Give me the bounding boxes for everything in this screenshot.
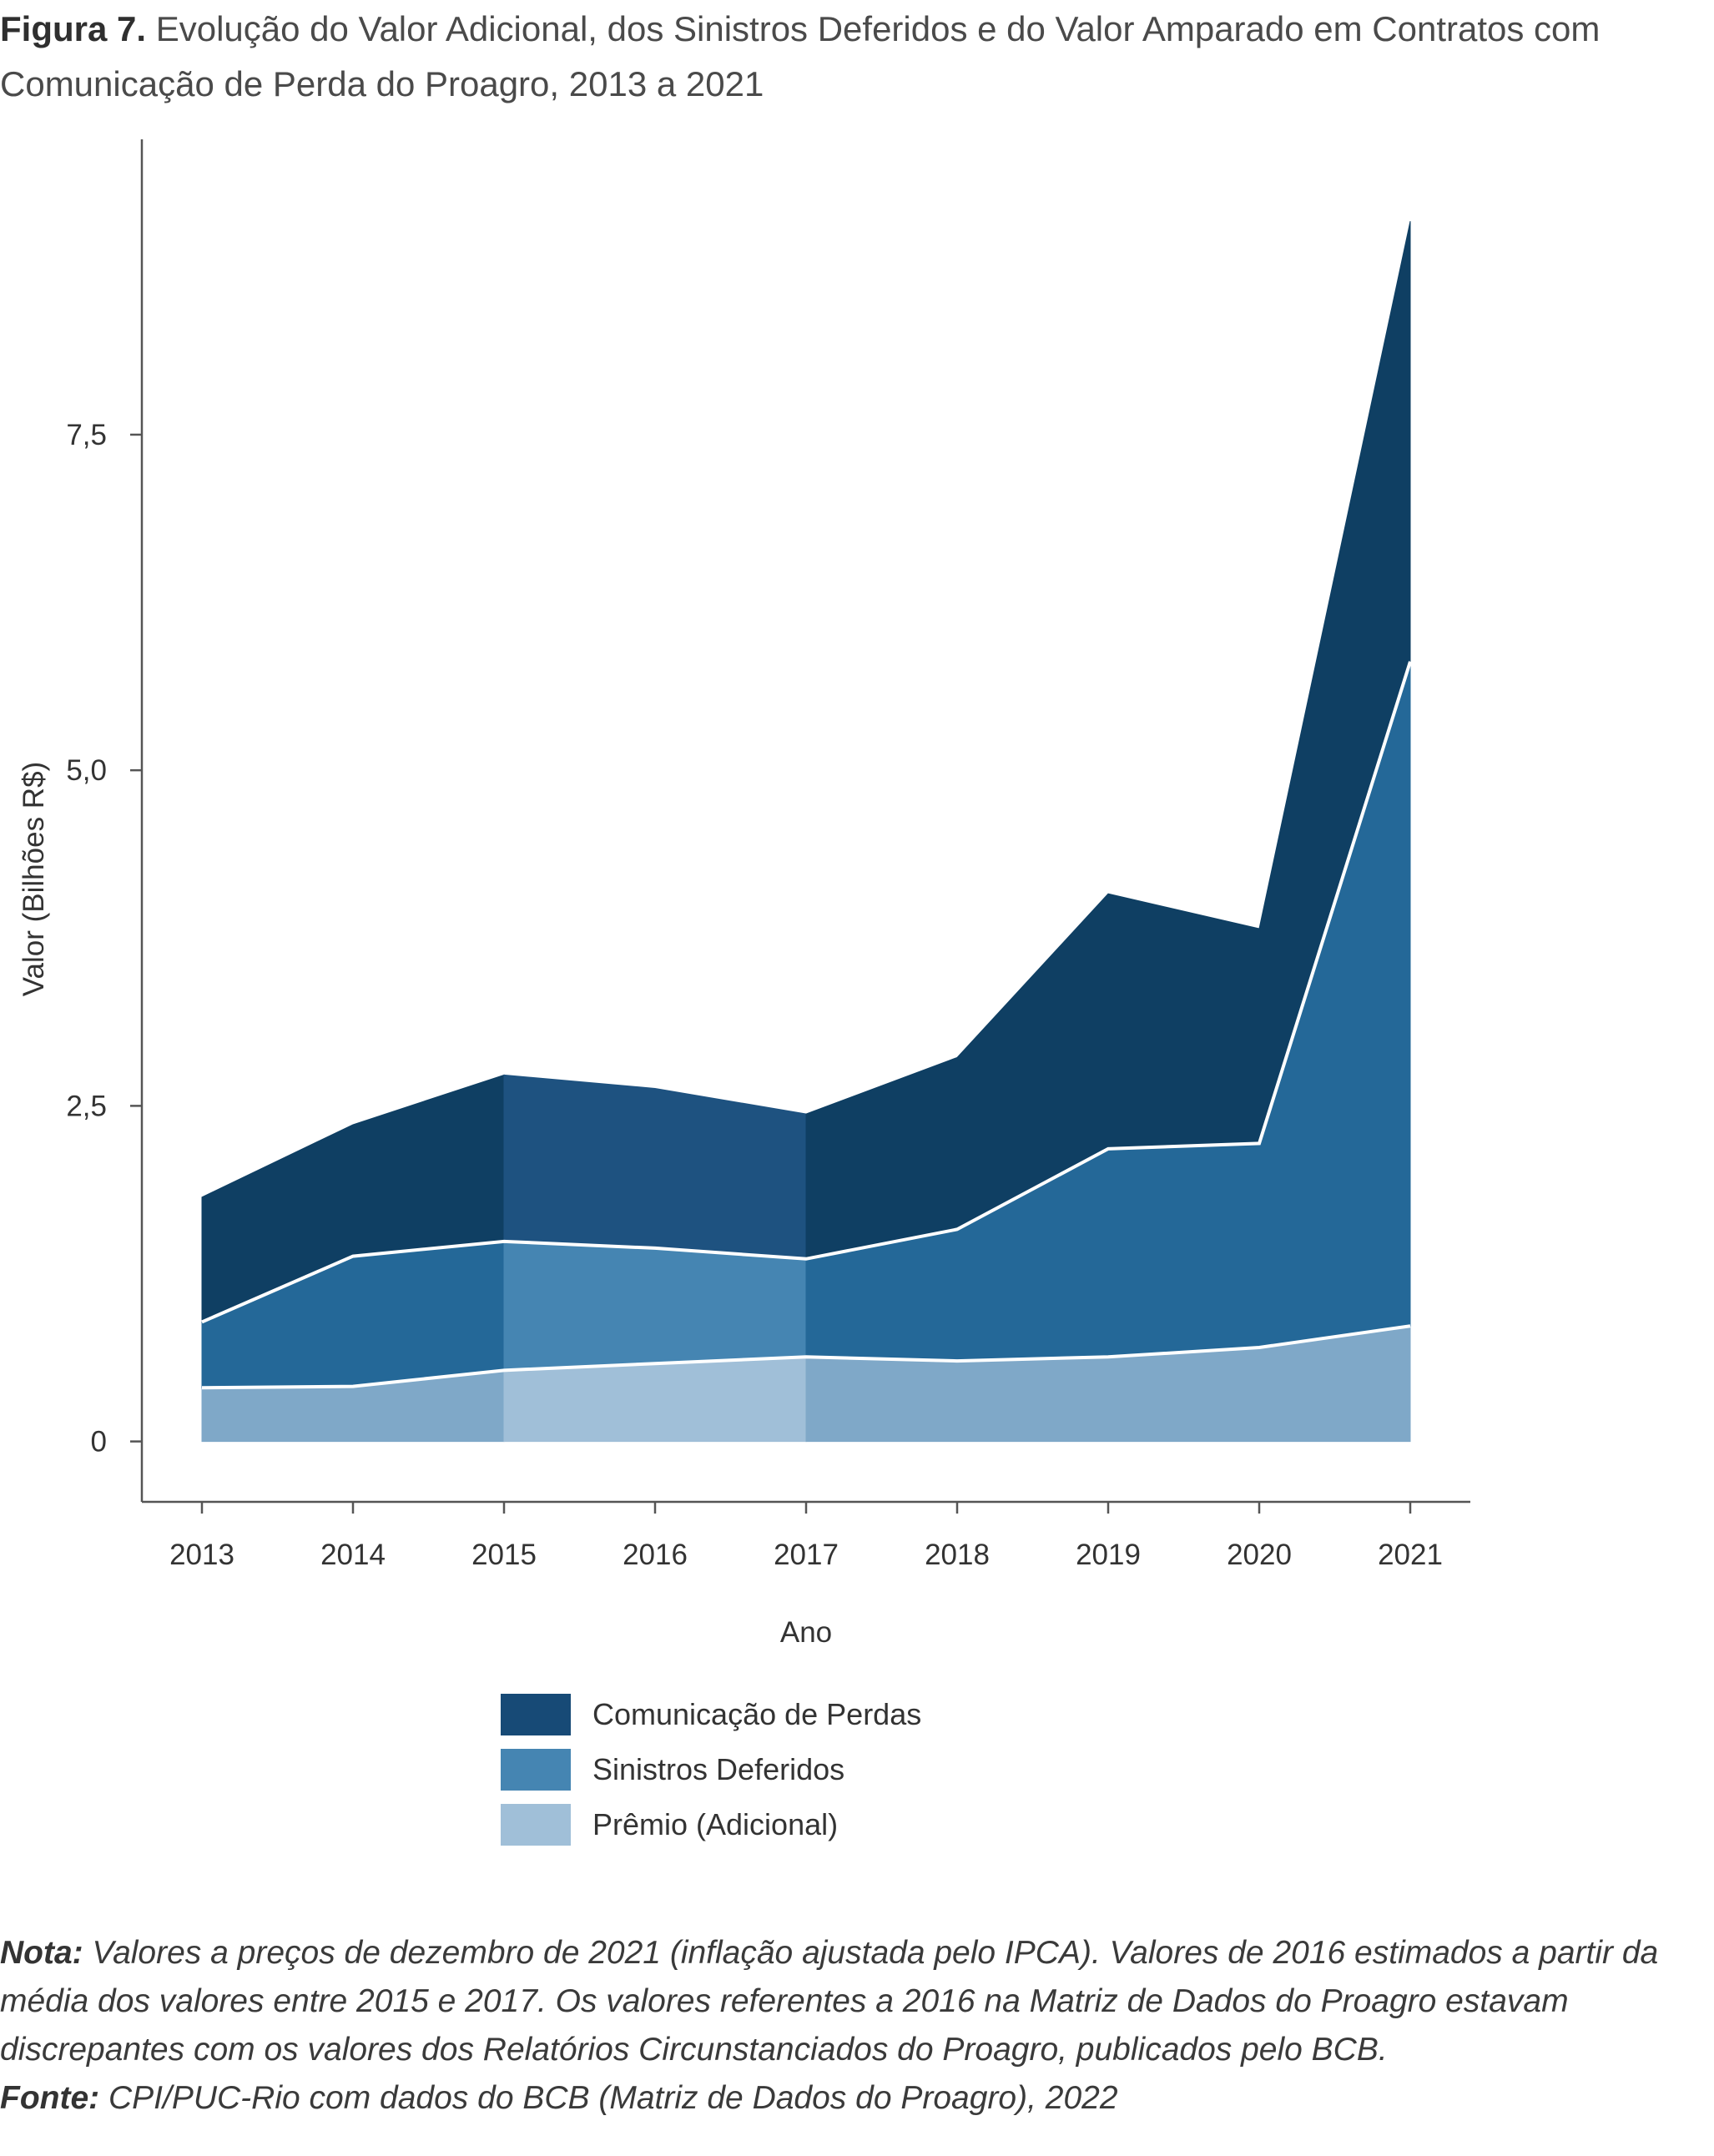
x-axis-label: Ano <box>780 1616 832 1649</box>
boundary-line-1 <box>201 1324 1411 1390</box>
fonte: Fonte: CPI/PUC-Rio com dados do BCB (Mat… <box>0 2074 1714 2123</box>
fonte-text: CPI/PUC-Rio com dados do BCB (Matriz de … <box>108 2080 1118 2116</box>
legend-label-comunicacao: Comunicação de Perdas <box>592 1697 922 1731</box>
figure-label: Figura 7. <box>0 9 147 48</box>
notes: Nota: Valores a preços de dezembro de 20… <box>0 1929 1714 2123</box>
y-tick-label-1: 2,5 <box>66 1090 107 1122</box>
legend-swatch-premio <box>501 1804 571 1846</box>
y-axis-label: Valor (Bilhões R$) <box>18 762 50 996</box>
nota-label: Nota: <box>0 1935 83 1971</box>
x-tick-label-2018: 2018 <box>925 1539 990 1571</box>
legend-item-comunicacao: Comunicação de Perdas <box>501 1694 921 1735</box>
x-tick-label-2014: 2014 <box>320 1539 386 1571</box>
x-tick-label-2013: 2013 <box>169 1539 234 1571</box>
boundary-lines <box>201 661 1412 1390</box>
boundary-line-2 <box>201 661 1412 1324</box>
x-tick-label-2015: 2015 <box>471 1539 537 1571</box>
axes: 0 2,5 5,0 7,5 2013 2014 2015 2016 2017 2018 2019 20… <box>66 139 1470 1571</box>
fonte-label: Fonte: <box>0 2080 100 2116</box>
x-tick-label-2017: 2017 <box>774 1539 839 1571</box>
legend-label-sinistros: Sinistros Deferidos <box>592 1752 845 1786</box>
legend-item-premio: Prêmio (Adicional) <box>501 1804 921 1846</box>
y-tick-label-2: 5,0 <box>66 754 107 787</box>
x-tick-label-2019: 2019 <box>1076 1539 1141 1571</box>
x-tick-label-2020: 2020 <box>1227 1539 1292 1571</box>
legend: Comunicação de Perdas Sinistros Deferido… <box>501 1694 921 1859</box>
legend-swatch-comunicacao <box>501 1694 571 1735</box>
nota: Nota: Valores a preços de dezembro de 20… <box>0 1929 1714 2074</box>
stacked-area-chart: 0 2,5 5,0 7,5 2013 2014 2015 2016 2017 2018 2019 20… <box>18 139 1470 1649</box>
figure-title: Figura 7. Evolução do Valor Adicional, d… <box>0 2 1686 112</box>
nota-text: Valores a preços de dezembro de 2021 (in… <box>0 1935 1659 2068</box>
y-tick-label-0: 0 <box>91 1426 107 1458</box>
area-comunica-o-de-perdas-seg-1 <box>503 1074 807 1260</box>
x-tick-label-2016: 2016 <box>623 1539 688 1571</box>
area-layer <box>201 221 1411 1443</box>
legend-item-sinistros: Sinistros Deferidos <box>501 1749 921 1791</box>
legend-swatch-sinistros <box>501 1749 571 1791</box>
figure-title-text: Evolução do Valor Adicional, dos Sinistr… <box>0 9 1601 103</box>
area-sinistros-deferidos-seg-1 <box>503 1241 807 1371</box>
y-tick-label-3: 7,5 <box>66 419 107 451</box>
legend-label-premio: Prêmio (Adicional) <box>592 1807 839 1841</box>
x-tick-label-2021: 2021 <box>1378 1539 1443 1571</box>
